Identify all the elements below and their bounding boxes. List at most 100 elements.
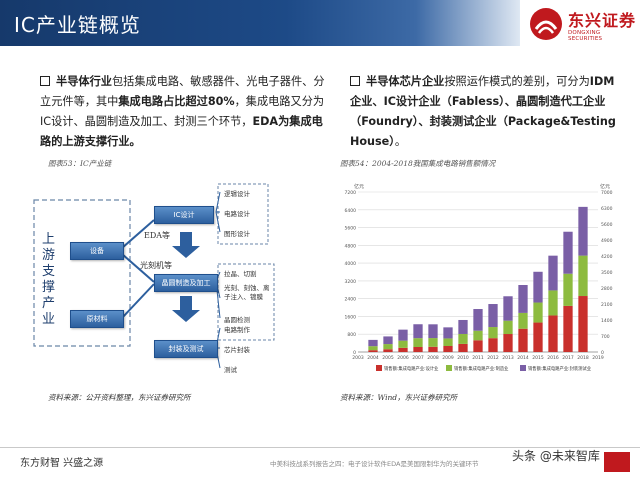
y-tick-label: 0 [353,350,356,356]
ic-sales-chart: 0 800 1600 2400 3200 4000 4800 5600 6400 7200 0 700… [345,183,613,372]
x-tick-label: 2011 [472,355,484,361]
bullet-square-icon [350,76,360,86]
watermark: 头条 @未来智库 [512,449,600,463]
bar-segment [503,334,513,352]
company-logo: 东兴证券 DONGXING SECURITIES [528,4,636,44]
x-tick-label: 2008 [427,355,439,361]
wafer-item: 光刻、刻蚀、离子注入、镀膜 [224,284,270,301]
y2-tick-label: 4200 [601,254,613,260]
bar-segment [488,304,498,328]
left-text-1: 包括集成电路、敏感器件、光电子器件、分立元件等，其中 [40,75,325,108]
page-title: IC产业链概览 [14,13,141,37]
upstream-support-label: 上游支撑产业 [42,232,56,327]
x-tick-label: 2019 [592,355,604,361]
x-tick-label: 2009 [442,355,454,361]
eda-label: EDA等 [144,231,171,240]
bar-segment [443,327,453,339]
legend-swatch [376,365,382,371]
x-tick-label: 2003 [352,355,364,361]
y2-tick-label: 1400 [601,318,613,324]
bar-segment [533,302,543,323]
y-tick-label: 3200 [345,279,357,285]
x-tick-label: 2013 [502,355,514,361]
y2-tick-label: 5600 [601,222,613,228]
x-tick-label: 2005 [382,355,394,361]
y-tick-label: 800 [347,332,356,338]
bar-segment [443,338,453,346]
design-item: 电路设计 [224,210,250,218]
bar-segment [518,285,528,313]
right-paragraph: 半导体芯片企业按照运作模式的差别，可分为IDM企业、IC设计企业（Fabless… [350,72,625,152]
right-text-2: 。 [394,135,407,148]
bar-segment [368,350,378,352]
footer-slogan: 东方财智 兴盛之源 [20,458,104,469]
x-tick-label: 2016 [547,355,559,361]
bar-segment [413,324,423,339]
logo-mark-icon [530,8,562,40]
y-tick-label: 1600 [345,314,357,320]
bar-segment [458,319,468,334]
left-text-2: ，集成电路又分为IC设计、晶圆制造及加工、封测三个环节， [40,95,325,128]
x-tick-label: 2007 [412,355,424,361]
bar-segment [548,315,558,352]
bar-segment [473,340,483,352]
y-tick-label: 2400 [345,297,357,303]
pack-item: 测试 [224,366,237,374]
wafer-item: 拉晶、切割 [224,270,257,278]
footer-divider [0,447,640,448]
bar-segment [458,343,468,352]
bar-segment [473,330,483,341]
pack-item: 电路制作 [224,326,250,334]
bar-segment [398,329,408,341]
ic-design-box: IC设计 [154,206,214,224]
packaging-testing-box: 封装及测试 [154,340,218,358]
bar-segment [518,328,528,352]
x-tick-label: 2004 [367,355,379,361]
bar-segment [458,333,468,344]
bar-segment [578,296,588,352]
y-tick-label: 7200 [345,190,357,196]
legend-label: 销售额:集成电路产业:制造业 [454,365,509,372]
left-bold-2: 集成电路占比超过80% [118,95,235,108]
bar-segment [533,271,543,303]
bar-segment [578,255,588,297]
bar-segment [563,231,573,274]
page-indicator [604,452,630,472]
lithography-label: 光刻机等 [140,261,172,270]
bar-segment [428,324,438,339]
legend-swatch [520,365,526,371]
y2-axis-label: 亿元 [600,183,610,190]
figure-54-caption: 图表54：2004-2018我国集成电路销售额情况 [340,159,496,168]
right-bold-2: IDM企业、IC设计企业（Fabless）、晶圆制造代工企业（Foundry）、… [350,75,616,148]
left-paragraph: 半导体行业包括集成电路、敏感器件、光电子器件、分立元件等，其中集成电路占比超过8… [40,72,325,152]
bar-segment [518,312,528,329]
right-source-note: 资料来源：Wind，东兴证券研究所 [340,393,458,402]
bar-segment [383,336,393,345]
bar-segment [563,305,573,352]
y2-tick-label: 6300 [601,206,613,212]
right-bold-1: 半导体芯片企业 [366,75,445,88]
bar-segment [488,338,498,352]
bar-segment [368,339,378,347]
bar-segment [443,346,453,352]
legend-swatch [446,365,452,371]
materials-box: 原材料 [70,310,124,328]
x-tick-label: 2018 [577,355,589,361]
bar-segment [413,338,423,347]
bar-segment [563,273,573,306]
ic-industry-chain-diagram: 上游支撑产业 设备 原材料 IC设计 晶圆制造及加工 封装及测试 EDA等 光刻… [30,180,330,390]
y2-tick-label: 0 [601,350,604,356]
legend-label: 销售额:集成电路产业:封装测试业 [528,365,592,372]
y-tick-label: 5600 [345,226,357,232]
y-tick-label: 6400 [345,208,357,214]
y-axis-label: 亿元 [354,183,364,190]
bar-segment [488,327,498,339]
equipment-box: 设备 [70,242,124,260]
bar-segment [503,296,513,321]
bar-segment [503,320,513,335]
bullet-square-icon [40,76,50,86]
bar-segment [428,346,438,352]
x-tick-label: 2006 [397,355,409,361]
design-item: 逻辑设计 [224,190,250,198]
figure-53-caption: 图表53：IC产业链 [48,159,112,168]
